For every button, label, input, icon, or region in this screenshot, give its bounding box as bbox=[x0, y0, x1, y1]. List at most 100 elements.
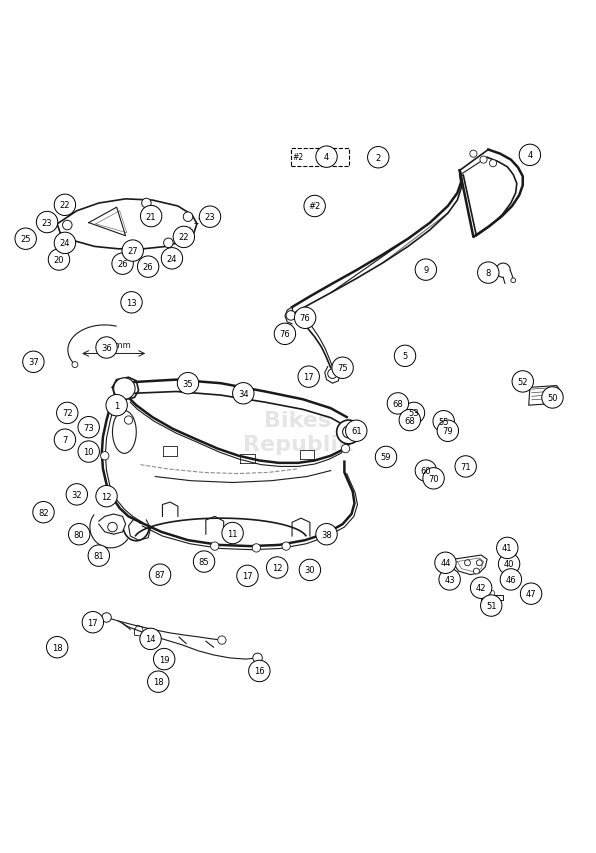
Circle shape bbox=[510, 548, 517, 556]
Circle shape bbox=[470, 151, 477, 158]
Circle shape bbox=[433, 411, 454, 432]
Circle shape bbox=[375, 447, 397, 468]
Text: 23: 23 bbox=[204, 213, 215, 222]
Text: #2: #2 bbox=[293, 153, 303, 162]
Text: 17: 17 bbox=[303, 373, 314, 381]
Text: 9: 9 bbox=[423, 266, 429, 275]
Circle shape bbox=[33, 502, 54, 523]
Circle shape bbox=[78, 417, 100, 438]
Circle shape bbox=[480, 595, 502, 617]
Circle shape bbox=[403, 403, 425, 424]
Text: 72: 72 bbox=[62, 409, 73, 418]
Text: 51: 51 bbox=[486, 601, 496, 611]
Circle shape bbox=[46, 636, 68, 659]
Circle shape bbox=[455, 456, 476, 478]
Circle shape bbox=[253, 653, 262, 663]
Circle shape bbox=[148, 211, 154, 217]
Circle shape bbox=[249, 660, 270, 682]
Circle shape bbox=[125, 416, 133, 425]
Text: 40: 40 bbox=[504, 560, 514, 569]
Text: 24: 24 bbox=[167, 254, 177, 264]
Text: 71: 71 bbox=[460, 462, 471, 472]
Text: 21: 21 bbox=[146, 212, 156, 221]
Circle shape bbox=[154, 648, 175, 670]
Text: 12: 12 bbox=[101, 492, 112, 501]
Circle shape bbox=[210, 543, 219, 551]
Circle shape bbox=[510, 565, 517, 572]
Text: 22: 22 bbox=[60, 201, 70, 210]
Text: 80: 80 bbox=[74, 530, 85, 539]
Text: 18: 18 bbox=[52, 643, 63, 652]
Text: 79: 79 bbox=[442, 426, 453, 436]
Text: 26: 26 bbox=[117, 260, 128, 269]
Circle shape bbox=[138, 257, 159, 278]
Circle shape bbox=[286, 311, 296, 321]
Text: 38: 38 bbox=[321, 530, 332, 539]
Circle shape bbox=[342, 445, 350, 453]
Text: 4: 4 bbox=[527, 151, 532, 160]
Circle shape bbox=[69, 524, 90, 545]
Circle shape bbox=[437, 421, 458, 442]
Text: 19: 19 bbox=[159, 655, 169, 664]
Text: 34: 34 bbox=[238, 389, 249, 398]
Text: 60: 60 bbox=[421, 467, 431, 475]
Circle shape bbox=[173, 227, 194, 248]
Circle shape bbox=[162, 248, 182, 270]
Circle shape bbox=[66, 485, 88, 506]
Text: 13: 13 bbox=[126, 299, 137, 307]
Text: 37: 37 bbox=[28, 358, 39, 367]
Circle shape bbox=[423, 468, 444, 490]
Text: 35: 35 bbox=[183, 380, 193, 388]
Circle shape bbox=[48, 250, 70, 271]
Text: 70: 70 bbox=[429, 474, 439, 484]
Circle shape bbox=[304, 196, 325, 218]
Text: 82: 82 bbox=[38, 508, 49, 517]
Circle shape bbox=[274, 324, 296, 345]
Circle shape bbox=[500, 569, 522, 590]
Circle shape bbox=[439, 569, 460, 590]
Circle shape bbox=[141, 206, 162, 228]
Text: 17: 17 bbox=[88, 618, 98, 627]
Circle shape bbox=[114, 379, 135, 400]
Circle shape bbox=[232, 383, 254, 404]
Text: 10: 10 bbox=[83, 448, 94, 456]
Circle shape bbox=[343, 426, 355, 438]
Circle shape bbox=[337, 421, 361, 444]
Circle shape bbox=[511, 279, 516, 283]
Circle shape bbox=[346, 421, 367, 442]
Circle shape bbox=[332, 357, 353, 379]
Circle shape bbox=[368, 148, 389, 169]
Text: 12: 12 bbox=[272, 563, 283, 572]
Circle shape bbox=[328, 369, 337, 379]
Circle shape bbox=[102, 613, 111, 623]
Circle shape bbox=[121, 293, 142, 314]
Text: 73: 73 bbox=[83, 423, 94, 432]
Circle shape bbox=[395, 345, 416, 367]
Circle shape bbox=[164, 239, 173, 248]
Text: 59: 59 bbox=[381, 453, 391, 461]
Text: 2: 2 bbox=[375, 154, 381, 163]
Circle shape bbox=[140, 629, 162, 650]
Text: 75: 75 bbox=[337, 363, 348, 373]
Circle shape bbox=[520, 583, 542, 605]
Text: 5: 5 bbox=[402, 352, 408, 361]
Text: 68: 68 bbox=[405, 416, 415, 425]
Text: 8: 8 bbox=[486, 269, 491, 278]
Circle shape bbox=[477, 263, 499, 284]
Text: 11: 11 bbox=[227, 529, 238, 538]
Circle shape bbox=[150, 565, 170, 586]
Text: 53: 53 bbox=[409, 409, 419, 418]
Circle shape bbox=[72, 363, 78, 368]
Text: 14: 14 bbox=[145, 635, 156, 644]
Circle shape bbox=[298, 367, 319, 388]
Circle shape bbox=[96, 338, 117, 359]
Circle shape bbox=[36, 212, 58, 234]
Circle shape bbox=[488, 590, 495, 598]
Text: 24: 24 bbox=[60, 239, 70, 248]
Text: 52: 52 bbox=[517, 378, 528, 386]
Text: 76: 76 bbox=[280, 330, 290, 339]
Text: 55: 55 bbox=[439, 417, 449, 426]
Circle shape bbox=[54, 194, 76, 217]
Circle shape bbox=[23, 351, 44, 373]
Circle shape bbox=[512, 371, 533, 392]
